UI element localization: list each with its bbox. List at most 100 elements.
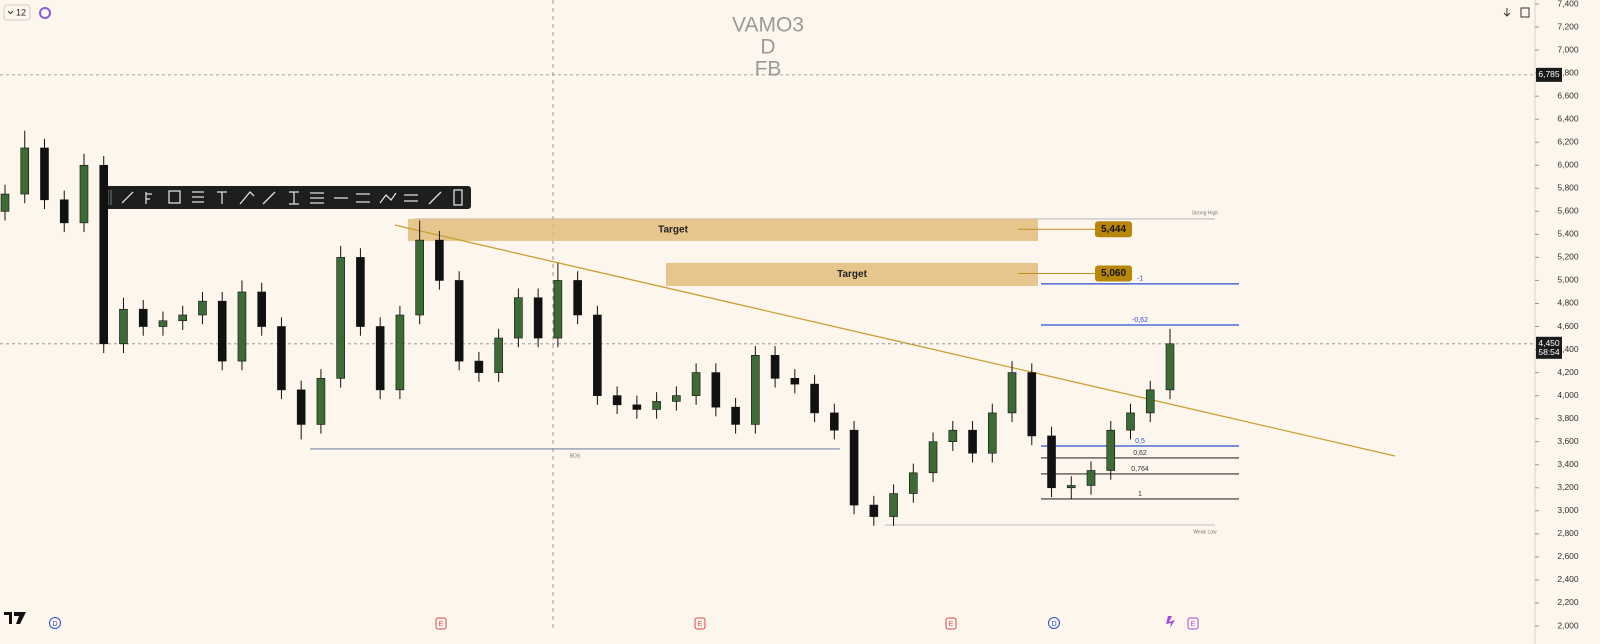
candle-body	[514, 297, 523, 339]
y-tick-label: 2,200	[1557, 597, 1579, 607]
event-marker-label: E	[949, 621, 954, 628]
y-tick-label: 5,400	[1557, 229, 1579, 239]
candle-body	[454, 280, 464, 362]
title-line: D	[760, 36, 775, 59]
y-tick-label: 4,800	[1557, 298, 1579, 308]
candle-body	[790, 378, 800, 385]
tool-icon[interactable]	[453, 189, 463, 206]
price-tag	[1536, 67, 1562, 82]
tool-icon[interactable]	[192, 191, 204, 203]
y-tick-label: 2,600	[1557, 551, 1579, 561]
candle-body	[889, 493, 898, 517]
fib-label: -1	[1137, 276, 1143, 283]
candle-body	[20, 147, 30, 195]
event-marker-label: E	[698, 621, 703, 628]
candle-body	[968, 429, 977, 454]
candle-body	[435, 239, 444, 281]
trendline	[394, 224, 1396, 457]
candle-body	[849, 429, 859, 506]
y-tick-label: 3,000	[1557, 505, 1579, 515]
candle-body	[869, 504, 879, 517]
candle-body	[415, 239, 424, 316]
candle-body	[1007, 372, 1017, 414]
candle-body	[1027, 372, 1037, 437]
y-tick-label: 3,800	[1557, 413, 1579, 423]
candle-body	[356, 257, 365, 327]
candle-body	[336, 257, 345, 379]
candle-body	[830, 412, 839, 431]
tool-icon[interactable]	[379, 192, 397, 204]
candle-body	[474, 360, 484, 373]
event-marker	[1187, 617, 1199, 630]
y-tick-label: 2,000	[1557, 620, 1579, 630]
event-marker-label: D	[52, 621, 57, 628]
countdown-label: 58:54	[1538, 347, 1560, 357]
y-tick-label: 3,400	[1557, 459, 1579, 469]
tool-icon[interactable]	[217, 191, 227, 204]
candle-body	[731, 406, 740, 425]
candle-body	[237, 291, 247, 362]
candle-body	[395, 314, 405, 391]
target-zone	[408, 218, 1038, 241]
target-zone	[666, 262, 1038, 286]
candle-body	[198, 300, 207, 316]
y-tick-label: 4,400	[1557, 344, 1579, 354]
interval-control[interactable]: 12	[3, 4, 31, 21]
event-marker	[694, 617, 706, 630]
y-tick-label: 5,800	[1557, 183, 1579, 193]
candle-body	[0, 193, 10, 212]
tool-icon[interactable]	[168, 190, 181, 204]
candle-body	[277, 326, 286, 391]
top-right-icons[interactable]	[1503, 7, 1530, 18]
y-tick-label: 7,400	[1557, 0, 1579, 8]
zone-tag-label: 5,060	[1101, 268, 1126, 279]
structure-label: BOS	[570, 453, 581, 459]
y-tick-label: 6,000	[1557, 160, 1579, 170]
candle-body	[612, 395, 622, 406]
y-tick-label: 6,600	[1557, 90, 1579, 100]
zone-label: Target	[658, 225, 688, 236]
candle-body	[593, 314, 602, 396]
tool-icon[interactable]	[310, 192, 324, 204]
fib-label: -0,62	[1132, 317, 1148, 324]
y-tick-label: 5,600	[1557, 206, 1579, 216]
event-marker	[49, 617, 61, 629]
flash-icon	[1166, 616, 1175, 628]
tool-icon[interactable]	[239, 191, 255, 205]
candle-body	[928, 441, 938, 474]
y-tick-label: 4,200	[1557, 367, 1579, 377]
event-marker-label: E	[1191, 621, 1196, 628]
candle-body	[533, 297, 543, 339]
candle-body	[1165, 343, 1175, 391]
candle-body	[257, 291, 266, 327]
candles	[0, 130, 1175, 526]
settings-icon[interactable]	[39, 7, 51, 19]
tool-icon[interactable]	[289, 191, 299, 205]
y-tick-label: 5,000	[1557, 275, 1579, 285]
candle-body	[632, 404, 642, 410]
tool-icon[interactable]	[262, 191, 276, 205]
event-marker	[1048, 617, 1060, 629]
candle-body	[79, 164, 89, 224]
interval-label: 12	[16, 7, 26, 17]
price-tag-label: 4,450	[1538, 338, 1560, 348]
candle-body	[178, 314, 188, 322]
zone-label: Target	[837, 269, 867, 280]
tool-icon[interactable]	[145, 192, 152, 204]
fib-label: 0,764	[1131, 466, 1149, 473]
tool-icon[interactable]	[356, 193, 370, 203]
candle-body	[1145, 389, 1155, 414]
tool-icon[interactable]	[428, 191, 442, 205]
candle-body	[1106, 429, 1116, 471]
y-tick-label: 2,400	[1557, 574, 1579, 584]
y-tick-label: 4,000	[1557, 390, 1579, 400]
candle-body	[316, 378, 326, 425]
tool-icon[interactable]	[404, 194, 418, 202]
zone-tag-label: 5,444	[1101, 224, 1126, 235]
tool-icon[interactable]	[121, 191, 134, 204]
candle-body	[751, 355, 760, 425]
candle-body	[691, 372, 701, 396]
